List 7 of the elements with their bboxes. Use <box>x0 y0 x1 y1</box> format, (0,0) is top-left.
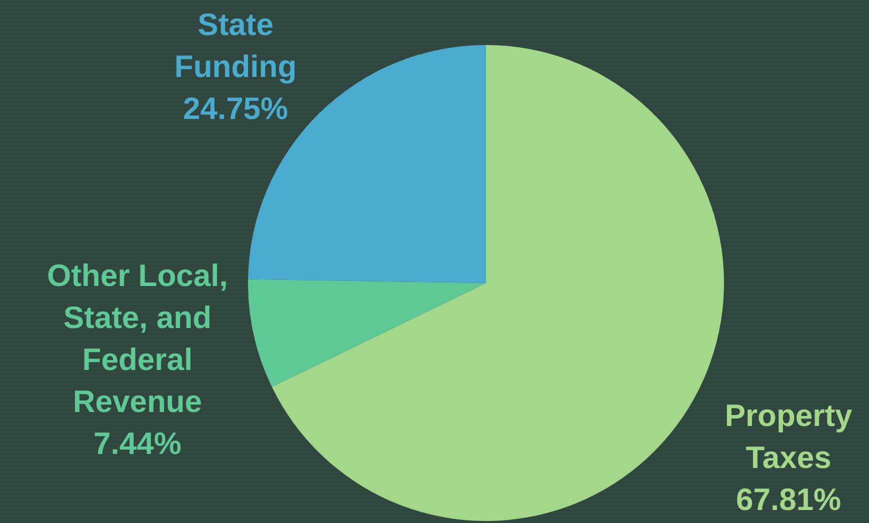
data-label: 7.44% <box>94 426 182 462</box>
slice-label: Other Local, State, and Federal Revenue <box>47 258 228 420</box>
pie-slice <box>248 279 486 387</box>
data-label: 24.75% <box>182 91 288 126</box>
slice-label: State Funding <box>174 7 297 84</box>
slice-label: Property Taxes <box>724 398 854 475</box>
data-label: 67.81% <box>736 482 842 517</box>
